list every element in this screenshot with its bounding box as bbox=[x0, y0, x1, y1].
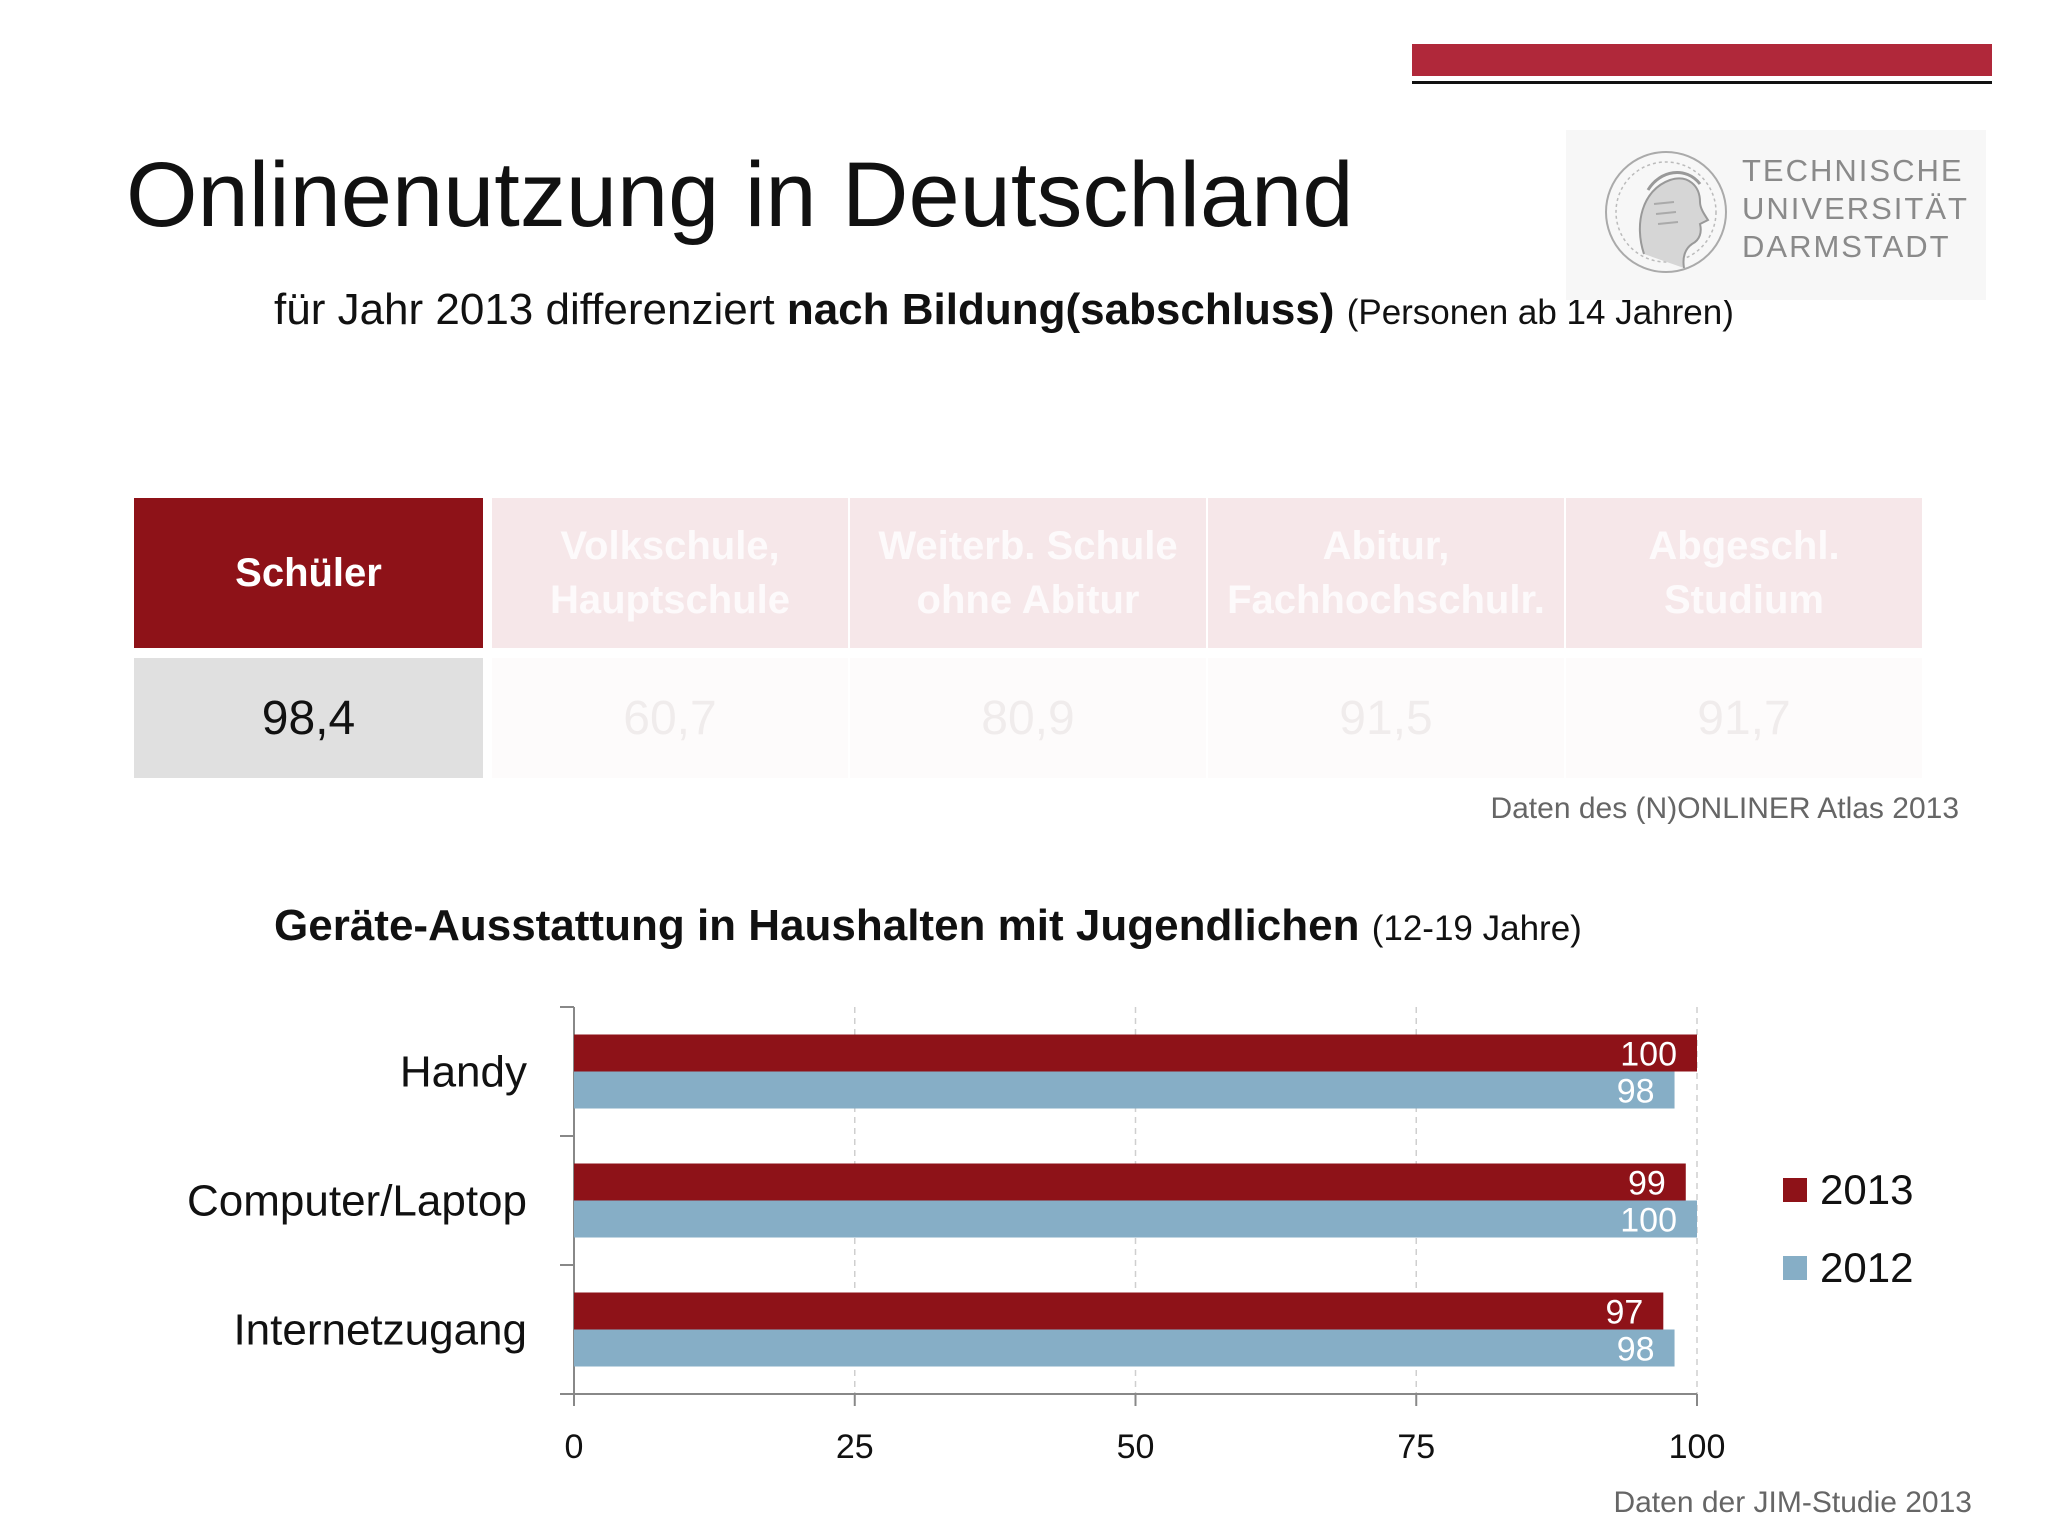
logo-line-3: DARMSTADT bbox=[1742, 229, 1951, 264]
legend-swatch-2012 bbox=[1783, 1256, 1807, 1280]
chart-title: Geräte-Ausstattung in Haushalten mit Jug… bbox=[274, 898, 1582, 957]
table-value-abitur: 91,5 bbox=[1208, 658, 1564, 778]
category-label: Internetzugang bbox=[233, 1306, 527, 1355]
top-accent-bar bbox=[1412, 44, 1992, 76]
table-header-schueler: Schüler bbox=[134, 498, 483, 648]
data-label: 99 bbox=[1628, 1165, 1666, 1203]
bar-2013 bbox=[574, 1034, 1697, 1072]
legend-label: 2012 bbox=[1820, 1244, 1913, 1291]
bar-2012 bbox=[574, 1329, 1675, 1367]
x-tick-label: 0 bbox=[565, 1428, 584, 1466]
table-header-weiterb-schule: Weiterb. Schule ohne Abitur bbox=[850, 498, 1206, 648]
bar-2012 bbox=[574, 1071, 1675, 1109]
athena-seal-icon bbox=[1605, 151, 1727, 273]
table-value-weiterb-schule: 80,9 bbox=[850, 658, 1206, 778]
legend-swatch-2013 bbox=[1783, 1178, 1807, 1202]
logo-line-1: TECHNISCHE bbox=[1742, 153, 1964, 188]
x-tick-label: 75 bbox=[1397, 1428, 1435, 1466]
subtitle-text: für Jahr 2013 differenziert bbox=[274, 285, 787, 334]
chart-title-bold: Geräte-Ausstattung in Haushalten mit Jug… bbox=[274, 901, 1360, 950]
table-value-schueler: 98,4 bbox=[134, 658, 483, 778]
table-source: Daten des (N)ONLINER Atlas 2013 bbox=[1490, 792, 1959, 825]
data-label: 97 bbox=[1605, 1294, 1643, 1332]
bar-2013 bbox=[574, 1163, 1686, 1201]
chart-title-note: (12-19 Jahre) bbox=[1371, 909, 1582, 948]
category-label: Computer/Laptop bbox=[187, 1177, 527, 1226]
data-label: 100 bbox=[1620, 1036, 1677, 1074]
legend-label: 2013 bbox=[1820, 1166, 1913, 1213]
bar-2012 bbox=[574, 1200, 1697, 1238]
page-title: Onlinenutzung in Deutschland bbox=[126, 144, 1354, 246]
data-label: 100 bbox=[1620, 1202, 1677, 1240]
subtitle-bold: nach Bildung(sabschluss) bbox=[786, 285, 1335, 334]
x-tick-label: 25 bbox=[836, 1428, 874, 1466]
subtitle: für Jahr 2013 differenziert nach Bildung… bbox=[274, 282, 1734, 341]
x-tick-label: 50 bbox=[1117, 1428, 1155, 1466]
x-tick-label: 100 bbox=[1669, 1428, 1726, 1466]
category-label: Handy bbox=[400, 1048, 527, 1097]
table-value-volkschule: 60,7 bbox=[492, 658, 848, 778]
university-logo: TECHNISCHE UNIVERSITÄT DARMSTADT bbox=[1566, 130, 1986, 300]
top-accent-line bbox=[1412, 81, 1992, 84]
table-header-abitur: Abitur, Fachhochschulr. bbox=[1208, 498, 1564, 648]
data-label: 98 bbox=[1617, 1331, 1655, 1369]
table-header-studium: Abgeschl. Studium bbox=[1566, 498, 1922, 648]
logo-line-2: UNIVERSITÄT bbox=[1742, 191, 1969, 226]
bar-2013 bbox=[574, 1292, 1664, 1330]
table-header-volkschule: Volkschule, Hauptschule bbox=[492, 498, 848, 648]
data-label: 98 bbox=[1617, 1073, 1655, 1111]
table-value-studium: 91,7 bbox=[1566, 658, 1922, 778]
chart-source: Daten der JIM-Studie 2013 bbox=[1613, 1486, 1972, 1519]
